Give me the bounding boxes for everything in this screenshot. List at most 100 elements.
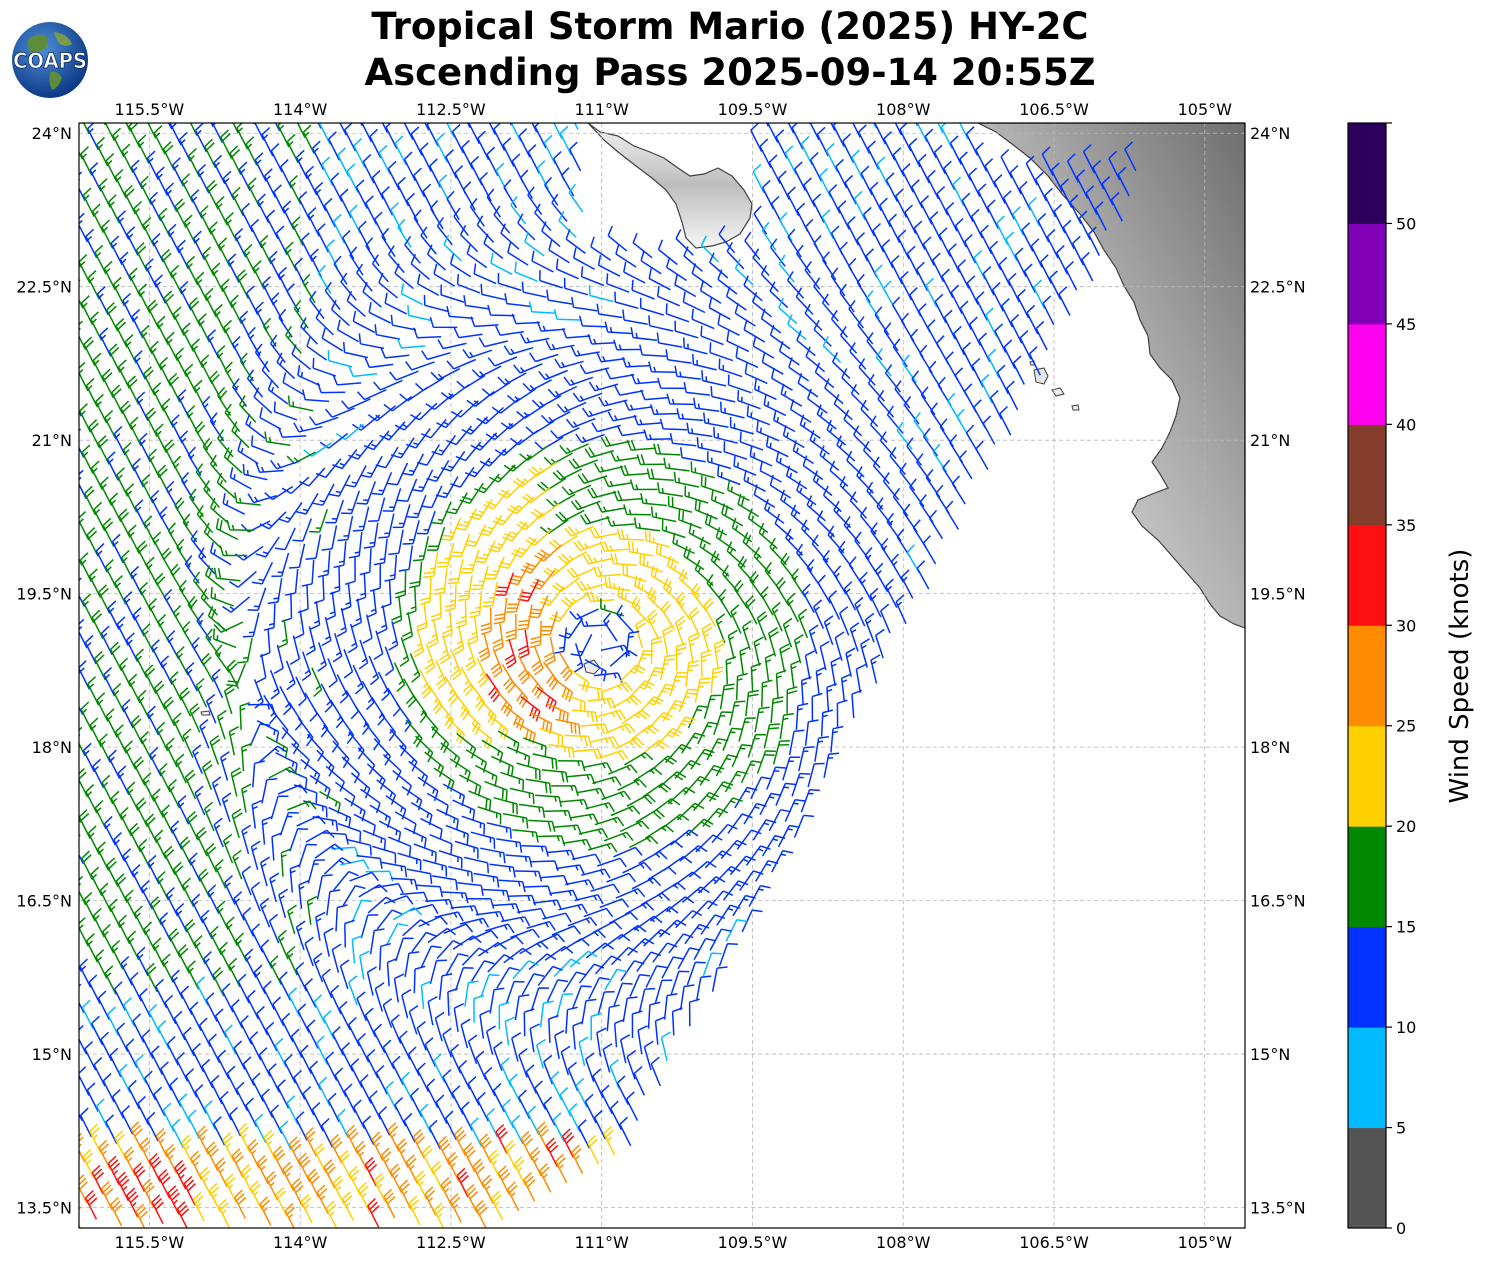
wind-barb xyxy=(203,801,215,832)
wind-barb xyxy=(932,443,948,473)
wind-barb xyxy=(904,204,917,234)
wind-barb xyxy=(133,350,147,380)
wind-barb xyxy=(846,216,860,246)
colorbar-segment xyxy=(1348,1027,1386,1129)
wind-barb xyxy=(419,142,432,172)
wind-barb xyxy=(377,671,390,702)
wind-barb xyxy=(555,993,573,1018)
wind-barb xyxy=(795,287,814,315)
wind-barb xyxy=(113,425,126,456)
wind-barb xyxy=(691,263,713,288)
wind-barb xyxy=(855,663,867,693)
wind-barb xyxy=(534,1080,547,1110)
wind-barb xyxy=(165,1143,178,1174)
wind-barb xyxy=(617,924,647,941)
wind-barb xyxy=(111,384,124,415)
wind-barb xyxy=(165,182,178,212)
wind-barb xyxy=(640,389,669,401)
wind-barb xyxy=(291,1177,304,1208)
wind-barb xyxy=(588,976,610,1000)
wind-barb xyxy=(410,402,438,421)
wind-barb xyxy=(175,902,188,933)
wind-barb xyxy=(638,987,656,1013)
wind-barb xyxy=(742,532,762,559)
wind-barb xyxy=(146,1111,159,1142)
wind-barb xyxy=(553,627,568,655)
wind-barb xyxy=(578,827,609,839)
wind-barb xyxy=(570,499,601,511)
wind-barb xyxy=(613,490,642,502)
wind-barb xyxy=(89,162,102,192)
wind-barb xyxy=(488,531,512,553)
wind-barb xyxy=(850,383,869,412)
wind-barb xyxy=(67,197,78,226)
wind-barb xyxy=(695,834,723,853)
wind-barb xyxy=(289,864,301,893)
wind-barb xyxy=(430,593,442,622)
colorbar-segment xyxy=(1348,424,1386,526)
wind-barb xyxy=(821,251,837,281)
wind-barb xyxy=(346,290,366,317)
wind-barb xyxy=(401,989,412,1019)
wind-barb xyxy=(607,225,628,252)
wind-barb xyxy=(1082,143,1096,174)
wind-barb xyxy=(738,717,756,742)
wind-barb xyxy=(969,316,982,347)
wind-barb xyxy=(568,183,584,213)
wind-barb xyxy=(561,484,592,496)
island-small-2 xyxy=(1071,404,1080,411)
wind-barb xyxy=(84,634,97,665)
wind-barb xyxy=(374,982,385,1012)
wind-barb xyxy=(214,303,227,334)
wind-barb xyxy=(445,149,458,179)
wind-barb xyxy=(208,1182,221,1213)
wind-barb xyxy=(209,735,221,765)
wind-barb xyxy=(259,1196,272,1226)
wind-barb xyxy=(320,683,334,713)
wind-barb xyxy=(307,207,320,237)
wind-barb xyxy=(222,1132,235,1162)
wind-barb xyxy=(296,123,306,138)
wind-barb xyxy=(318,123,331,145)
wind-barb xyxy=(231,186,245,217)
wind-barb xyxy=(170,563,184,593)
wind-barb xyxy=(492,623,504,652)
wind-barb xyxy=(179,836,192,866)
wind-barb xyxy=(816,126,829,157)
wind-barb xyxy=(234,228,247,258)
lon-tick-label-bottom: 112.5°W xyxy=(416,1233,486,1252)
wind-barb xyxy=(920,195,933,225)
wind-barb xyxy=(106,302,119,332)
wind-barb xyxy=(477,806,502,825)
wind-barb xyxy=(1039,254,1053,284)
wind-barb xyxy=(558,210,577,238)
wind-barb xyxy=(191,338,204,368)
wind-barb xyxy=(739,870,764,892)
wind-barb xyxy=(239,352,254,382)
wind-barb xyxy=(765,435,789,458)
wind-barb xyxy=(961,192,974,223)
wind-barb xyxy=(426,1078,439,1109)
wind-barb xyxy=(156,315,169,346)
wind-barb xyxy=(313,994,326,1024)
wind-barb xyxy=(890,553,905,583)
wind-barb xyxy=(69,89,80,118)
wind-barb xyxy=(578,1036,589,1066)
wind-barb xyxy=(493,597,508,625)
wind-barb xyxy=(266,1171,279,1201)
wind-barb xyxy=(665,256,687,282)
wind-barb xyxy=(504,639,517,669)
wind-barb xyxy=(269,669,280,700)
wind-barb xyxy=(920,386,936,416)
wind-barb xyxy=(536,321,566,332)
wind-barb xyxy=(814,362,835,389)
wind-barb xyxy=(128,673,141,704)
wind-barb xyxy=(214,1008,228,1038)
wind-barb xyxy=(626,1049,637,1080)
wind-barb xyxy=(254,343,270,373)
wind-barb xyxy=(416,1021,427,1051)
wind-barb xyxy=(517,907,547,919)
wind-barb xyxy=(376,779,397,805)
wind-barb xyxy=(373,1172,387,1203)
wind-barb xyxy=(224,1173,237,1204)
